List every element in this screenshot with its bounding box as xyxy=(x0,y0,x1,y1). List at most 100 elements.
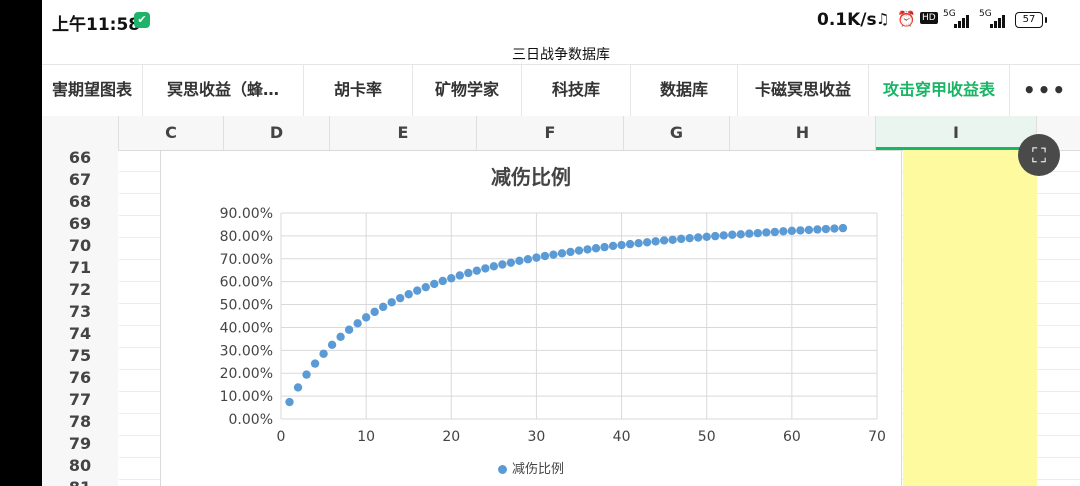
data-point xyxy=(549,250,558,259)
column-header-bar: C D E F G H I xyxy=(42,116,1080,151)
y-tick-label: 80.00% xyxy=(220,229,273,245)
data-point xyxy=(642,238,652,247)
row-header[interactable]: 73 xyxy=(42,301,118,324)
row-header[interactable]: 78 xyxy=(42,411,118,434)
signal-1-label: 5G xyxy=(943,9,956,19)
data-point xyxy=(532,253,541,262)
data-point xyxy=(464,268,473,278)
row-header[interactable]: 67 xyxy=(42,169,118,192)
row-header[interactable]: 77 xyxy=(42,389,118,412)
data-point xyxy=(668,235,677,244)
sheet-tab[interactable]: 冥思收益（蜂… xyxy=(143,65,304,117)
x-tick-label: 20 xyxy=(442,429,460,445)
battery-indicator: 57 xyxy=(1015,12,1047,28)
data-point xyxy=(327,340,337,350)
data-point xyxy=(396,293,405,303)
y-tick-label: 10.00% xyxy=(220,389,273,405)
data-point xyxy=(591,244,601,253)
data-point xyxy=(634,239,643,248)
headphones-icon: ♫ xyxy=(876,10,890,28)
data-point xyxy=(336,332,345,342)
column-header-h[interactable]: H xyxy=(730,116,876,150)
sheet-tab[interactable]: 胡卡率 xyxy=(304,65,413,117)
more-tabs-button[interactable]: ••• xyxy=(1022,78,1068,102)
signal-2-label: 5G xyxy=(979,9,992,19)
row-header[interactable]: 80 xyxy=(42,455,118,478)
data-point xyxy=(515,256,524,266)
data-point xyxy=(804,225,814,235)
column-header-f[interactable]: F xyxy=(477,116,624,150)
data-point xyxy=(702,232,711,242)
data-point xyxy=(685,233,694,243)
y-tick-label: 30.00% xyxy=(220,343,273,359)
data-point xyxy=(608,241,618,251)
status-bar: 上午11:58 ✔ 0.1K/s ♫ ⏰ HD 5G 5G 57 xyxy=(42,0,1080,42)
row-header[interactable]: 81 xyxy=(42,477,118,486)
row-header[interactable]: 75 xyxy=(42,345,118,368)
row-header[interactable]: 69 xyxy=(42,213,118,236)
data-point xyxy=(574,246,584,255)
data-point xyxy=(779,227,788,236)
data-point xyxy=(472,266,482,275)
row-header[interactable]: 79 xyxy=(42,433,118,456)
select-all-corner[interactable] xyxy=(42,116,119,150)
data-point xyxy=(438,276,447,286)
data-point xyxy=(770,227,780,237)
expand-icon[interactable]: ⛶ xyxy=(1018,134,1060,176)
row-header[interactable]: 71 xyxy=(42,257,118,280)
data-point xyxy=(728,230,737,239)
legend-marker xyxy=(497,465,507,474)
row-header[interactable]: 74 xyxy=(42,323,118,346)
sheet-tab[interactable]: 卡磁冥思收益 xyxy=(738,65,869,117)
data-point xyxy=(302,370,311,379)
document-title: 三日战争数据库 xyxy=(512,47,610,63)
data-point xyxy=(651,237,660,246)
data-point xyxy=(821,224,831,234)
data-point xyxy=(694,233,703,242)
legend-label: 减伤比例 xyxy=(511,462,564,477)
hd-badge: HD xyxy=(920,12,938,24)
data-point xyxy=(506,258,516,267)
x-tick-label: 60 xyxy=(783,429,801,445)
data-point xyxy=(310,359,320,368)
column-header-i[interactable]: I xyxy=(876,116,1037,150)
row-header[interactable]: 70 xyxy=(42,235,118,258)
alarm-icon: ⏰ xyxy=(897,10,916,28)
column-header-g[interactable]: G xyxy=(624,116,730,150)
data-point xyxy=(293,383,303,392)
row-header[interactable]: 68 xyxy=(42,191,118,214)
sheet-tab[interactable]: 科技库 xyxy=(522,65,631,117)
sheet-tab[interactable]: 害期望图表 xyxy=(42,65,143,117)
column-header-e[interactable]: E xyxy=(330,116,477,150)
data-point xyxy=(370,307,379,317)
x-tick-label: 40 xyxy=(613,429,631,445)
data-point xyxy=(285,397,294,407)
row-header[interactable]: 66 xyxy=(42,147,118,170)
x-tick-label: 10 xyxy=(357,429,375,445)
data-point xyxy=(659,236,669,245)
column-header-c[interactable]: C xyxy=(119,116,224,150)
x-tick-label: 70 xyxy=(868,429,886,445)
data-point xyxy=(430,279,439,289)
row-header[interactable]: 72 xyxy=(42,279,118,302)
row-header[interactable]: 76 xyxy=(42,367,118,390)
chart-object[interactable]: 减伤比例 0.00% 10.00% 20.00% 30.00% 40.00% 50.00%… xyxy=(160,150,902,486)
sheet-tab-active[interactable]: 攻击穿甲收益表 xyxy=(869,65,1010,117)
chart-title: 减伤比例 xyxy=(491,165,571,189)
data-point xyxy=(711,231,720,241)
data-point xyxy=(753,228,762,238)
data-point xyxy=(344,325,354,334)
highlighted-column-i[interactable] xyxy=(903,150,1037,486)
x-tick-label: 50 xyxy=(698,429,716,445)
sheet-tab[interactable]: 数据库 xyxy=(631,65,738,117)
data-point xyxy=(676,234,686,244)
data-point xyxy=(387,298,396,307)
signal-2-icon xyxy=(990,14,1008,28)
y-tick-label: 50.00% xyxy=(220,298,273,314)
column-header-d[interactable]: D xyxy=(224,116,330,150)
data-point xyxy=(719,231,728,240)
chart-legend: 减伤比例 xyxy=(161,458,901,477)
data-point xyxy=(498,260,507,269)
data-point xyxy=(813,225,822,234)
sheet-tab[interactable]: 矿物学家 xyxy=(413,65,522,117)
